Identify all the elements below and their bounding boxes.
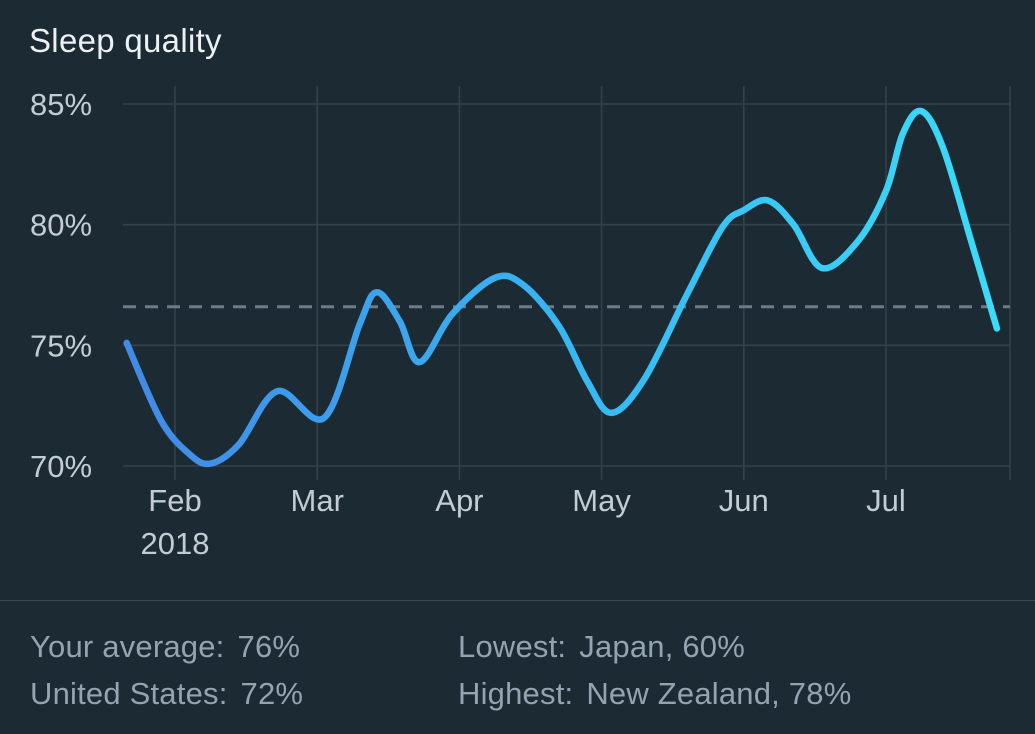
series-layer bbox=[123, 107, 1001, 468]
x-tick-label: May bbox=[572, 483, 631, 518]
sleep-quality-chart: 85% 80% 75% 70% Feb 2018 Mar Apr May Jun Jul bbox=[30, 86, 1011, 561]
stat-lowest: Lowest: Japan, 60% bbox=[458, 629, 1035, 665]
stat-value: Japan, 60% bbox=[579, 628, 745, 664]
x-tick-label: Jun bbox=[719, 483, 769, 518]
sleep-quality-line bbox=[123, 107, 1001, 468]
stat-united-states: United States: 72% bbox=[30, 676, 458, 712]
stat-your-average: Your average: 76% bbox=[30, 629, 458, 665]
stat-label: Highest: bbox=[458, 675, 574, 711]
stats-panel: Your average: 76% Lowest: Japan, 60% Unite… bbox=[0, 600, 1035, 717]
stat-value: 72% bbox=[240, 675, 304, 711]
chart-title: Sleep quality bbox=[29, 22, 222, 59]
x-tick-sublabel: 2018 bbox=[141, 526, 210, 561]
axis-labels: 85% 80% 75% 70% Feb 2018 Mar Apr May Jun Jul bbox=[30, 87, 906, 561]
y-tick-label: 85% bbox=[30, 87, 92, 122]
x-tick-label: Apr bbox=[435, 483, 483, 518]
x-tick-label: Jul bbox=[866, 483, 906, 518]
stat-label: Lowest: bbox=[458, 628, 567, 664]
x-tick-label: Mar bbox=[291, 483, 344, 518]
stat-value: New Zealand, 78% bbox=[586, 675, 852, 711]
stat-highest: Highest: New Zealand, 78% bbox=[458, 676, 1035, 712]
stat-label: Your average: bbox=[30, 628, 225, 664]
stat-value: 76% bbox=[237, 628, 301, 664]
x-tick-label: Feb bbox=[148, 483, 201, 518]
y-tick-label: 75% bbox=[30, 328, 92, 363]
y-tick-label: 80% bbox=[30, 208, 92, 243]
stat-label: United States: bbox=[30, 675, 228, 711]
y-tick-label: 70% bbox=[30, 449, 92, 484]
